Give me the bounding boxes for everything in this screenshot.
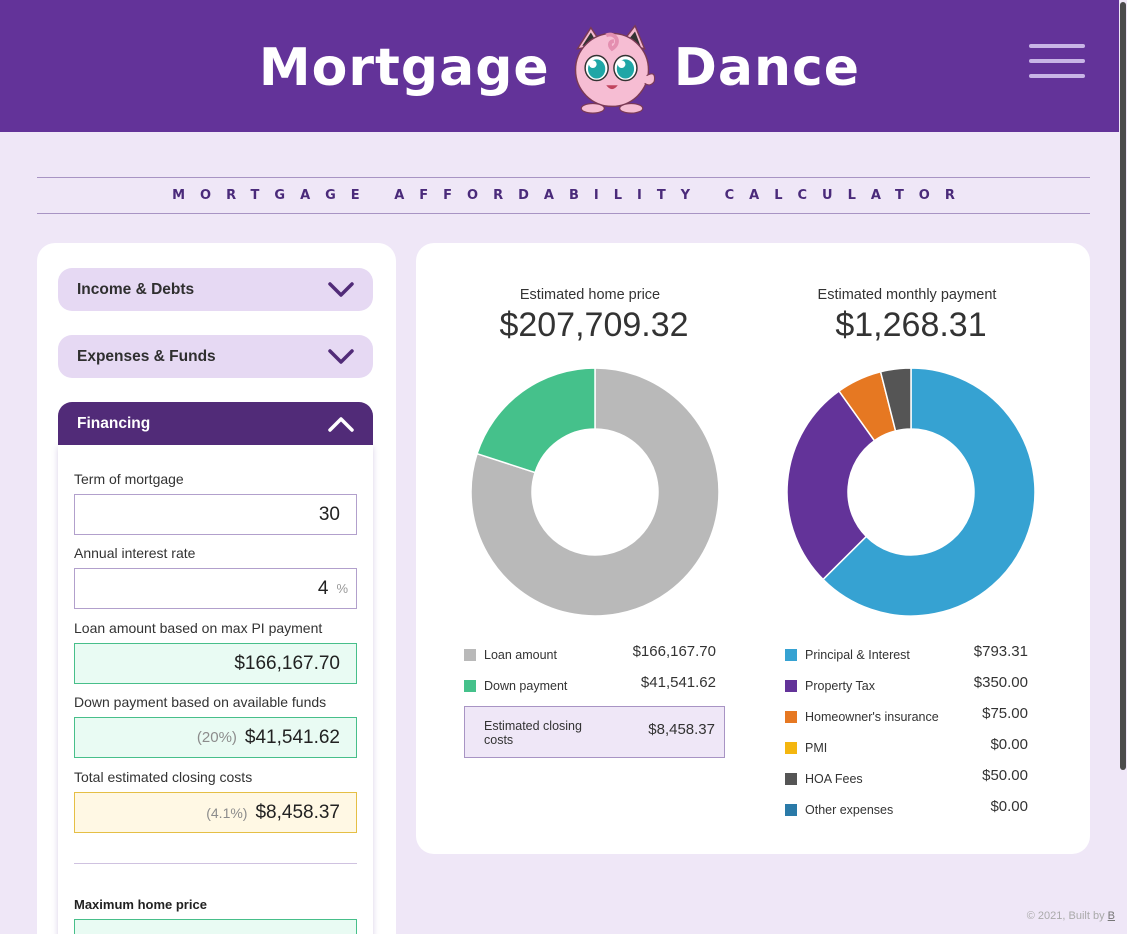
term-value: 30 [318,503,340,525]
home-price-label: Estimated home price [519,287,661,303]
chevron-down-icon [328,281,354,297]
legend-swatch [464,649,476,661]
legend-swatch [785,680,797,692]
loan-amount-field: $166,167.70 [74,643,357,684]
closing-costs-summary-label: Estimated closing costs [484,719,582,747]
max-home-price-field [74,919,357,934]
legend-item-loan-amount: Loan amount [464,645,557,665]
down-payment-value: $41,541.62 [244,726,340,748]
legend-item-property-tax: Property Tax [785,676,875,696]
home-price-value: $207,709.32 [499,306,689,344]
rate-value: 4 [317,577,329,599]
monthly-payment-value: $1,268.31 [835,306,987,344]
max-home-price-label: Maximum home price [74,897,207,912]
legend-swatch [785,649,797,661]
hamburger-menu-icon[interactable] [1029,44,1085,78]
down-payment-label: Down payment based on available funds [74,694,327,710]
legend-value: $350.00 [973,674,1028,691]
legend-value: $793.31 [973,643,1028,660]
legend-swatch [785,804,797,816]
brand-word-right: Dance [673,38,861,98]
page-scrollbar[interactable] [1119,0,1127,934]
legend-label: Down payment [484,679,568,693]
brand-logo[interactable]: Mortgage Dance [0,18,1119,118]
donut-slice-property-tax [786,389,876,581]
donut-slice-principal-interest [821,367,1036,617]
donut-slice-hoa-fees [879,367,912,432]
loan-amount-value: $166,167.70 [234,652,340,674]
term-input[interactable]: 30 [74,494,357,535]
legend-label: Property Tax [805,679,875,693]
legend-swatch [464,680,476,692]
term-label: Term of mortgage [74,471,184,487]
legend-value: $166,167.70 [632,643,716,660]
donut-slice-loan-amount [470,367,720,617]
legend-value: $75.00 [982,705,1028,722]
accordion-label: Expenses & Funds [77,347,216,365]
legend-item-other-expenses: Other expenses [785,800,893,820]
legend-item-hoa-fees: HOA Fees [785,769,863,789]
legend-swatch [785,773,797,785]
footer-link[interactable]: B [1107,910,1115,922]
chevron-up-icon [328,416,354,432]
down-payment-field: (20%) $41,541.62 [74,717,357,758]
chevron-down-icon [328,348,354,364]
footer: © 2021, Built by B [950,910,1115,922]
rate-input[interactable]: 4 % [74,568,357,609]
rate-unit: % [336,581,348,596]
legend-value: $50.00 [982,767,1028,784]
legend-item-down-payment: Down payment [464,676,567,696]
closing-costs-label: Total estimated closing costs [74,769,253,785]
closing-costs-field: (4.1%) $8,458.37 [74,792,357,833]
accordion-expenses-funds[interactable]: Expenses & Funds [58,335,373,378]
legend-item-principal-interest: Principal & Interest [785,645,910,665]
legend-label: Loan amount [484,648,557,662]
monthly-payment-donut-chart [786,367,1036,617]
closing-costs-summary-value: $8,458.37 [648,721,715,738]
legend-swatch [785,711,797,723]
brand-word-left: Mortgage [258,38,550,98]
legend-label: Principal & Interest [805,648,910,662]
legend-swatch [785,742,797,754]
page-title: MORTGAGE AFFORDABILITY CALCULATOR [172,188,970,203]
closing-costs-summary: Estimated closing costs $8,458.37 [464,706,725,758]
scrollbar-thumb[interactable] [1120,2,1126,770]
closing-costs-percent: (4.1%) [206,804,248,821]
accordion-label: Income & Debts [77,280,195,298]
monthly-payment-label: Estimated monthly payment [817,287,997,303]
accordion-label: Financing [77,414,151,432]
legend-value: $0.00 [990,736,1028,753]
legend-label: PMI [805,741,828,755]
legend-value: $0.00 [990,798,1028,815]
down-payment-percent: (20%) [196,729,237,746]
legend-label: Other expenses [805,803,894,817]
page-title-band: MORTGAGE AFFORDABILITY CALCULATOR [37,177,1090,214]
legend-label: HOA Fees [805,772,863,786]
footer-text: © 2021, Built by [1026,910,1105,922]
accordion-income-debts[interactable]: Income & Debts [58,268,373,311]
home-price-donut-chart [470,367,720,617]
loan-label: Loan amount based on max PI payment [74,620,323,636]
header-bar: Mortgage Dance [0,0,1119,132]
rate-label: Annual interest rate [74,545,196,561]
legend-label: Homeowner's insurance [805,710,939,724]
section-divider [74,863,357,864]
legend-item-pmi: PMI [785,738,827,758]
jigglypuff-icon [574,24,655,114]
donut-slice-down-payment [476,367,596,474]
accordion-financing[interactable]: Financing [58,402,373,445]
legend-item-homeowners-insurance: Homeowner's insurance [785,707,939,727]
closing-costs-value: $8,458.37 [255,801,340,823]
legend-value: $41,541.62 [640,674,716,691]
